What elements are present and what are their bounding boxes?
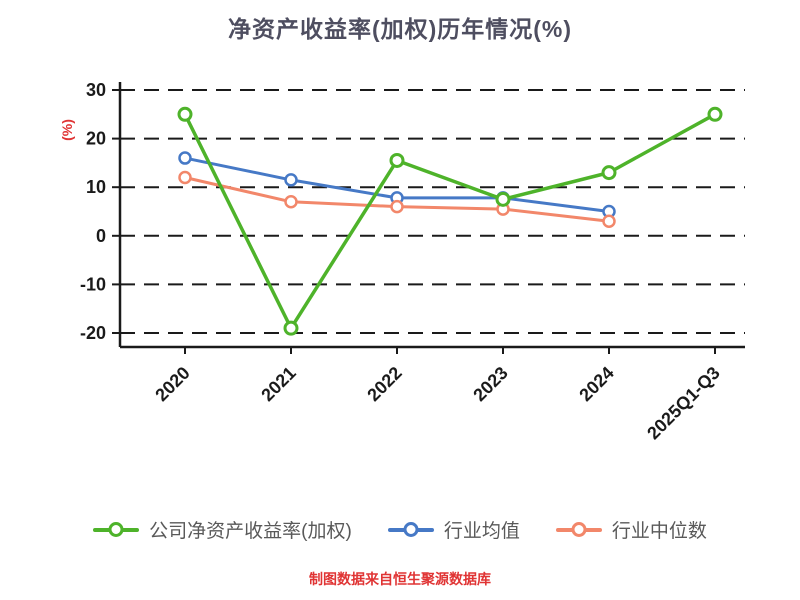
chart-title: 净资产收益率(加权)历年情况(%) (227, 16, 573, 42)
x-tick-label: 2025Q1-Q3 (643, 363, 724, 444)
legend-item: 行业中位数 (555, 516, 707, 543)
legend-label: 行业均值 (443, 521, 520, 542)
x-tick-label: 2022 (363, 363, 405, 405)
legend: 公司净资产收益率(加权) 行业均值 行业中位数 (0, 516, 800, 543)
x-tick-label: 2020 (151, 363, 193, 405)
y-tick-label: 0 (96, 226, 106, 246)
legend-item: 公司净资产收益率(加权) (93, 516, 352, 543)
data-point (178, 170, 192, 185)
legend-marker-icon (387, 521, 434, 538)
y-tick-label: 20 (86, 129, 106, 149)
line-chart: 30 20 10 0 -10 -20 2020 2021 2022 2023 2024 2025Q1-… (59, 80, 745, 443)
x-tick-label: 2021 (257, 363, 299, 405)
legend-marker-icon (93, 521, 140, 538)
plot-area: 30 20 10 0 -10 -20 2020 2021 2022 2023 2024 2025Q1-… (59, 80, 745, 443)
y-axis-label: (%) (59, 119, 75, 141)
y-tick-label: -20 (80, 323, 106, 343)
data-point (284, 173, 298, 187)
data-point (177, 106, 193, 122)
source-note: 制图数据来自恒生聚源数据库 (309, 571, 491, 587)
legend-item: 行业均值 (387, 516, 520, 543)
y-tick-label: 10 (86, 177, 106, 197)
data-point (284, 195, 298, 209)
data-point (707, 106, 723, 122)
data-point (495, 191, 511, 207)
data-point (283, 320, 299, 336)
x-tick-label: 2024 (575, 363, 617, 405)
y-tick-label: 30 (86, 80, 106, 100)
data-point (390, 199, 404, 214)
data-point (602, 214, 616, 228)
y-tick-label: -10 (80, 274, 106, 294)
legend-label: 行业中位数 (611, 521, 707, 542)
x-tick-label: 2023 (469, 363, 511, 405)
data-point (178, 151, 192, 165)
series-line (183, 112, 716, 330)
data-point (389, 152, 405, 168)
legend-marker-icon (555, 521, 602, 538)
legend-label: 公司净资产收益率(加权) (149, 521, 352, 542)
data-point (601, 165, 617, 181)
